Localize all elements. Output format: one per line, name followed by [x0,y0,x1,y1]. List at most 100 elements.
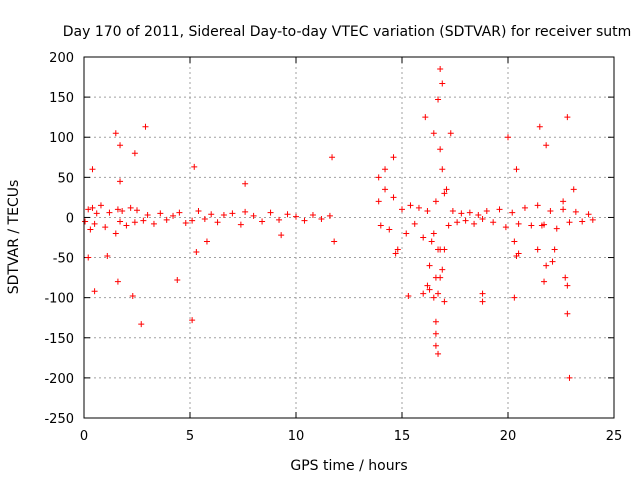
data-point [435,290,442,297]
plot-frame [83,56,615,419]
data-point [543,262,550,269]
data-point [426,262,433,269]
data-point [390,154,397,161]
data-point [534,202,541,209]
data-point [439,166,446,173]
data-point [430,294,437,301]
y-tick-label: -50 [53,252,74,267]
data-point [405,293,412,300]
data-point [536,123,543,130]
data-point [93,210,100,217]
data-point [538,222,545,229]
axis-ticks: 0 5 10 15 20 25 -250 -200 -150 -100 -50 0 50 100 150 20… [44,51,622,444]
data-point [541,278,548,285]
data-point [553,225,560,232]
x-tick-label: 25 [606,429,623,444]
data-point [203,238,210,245]
data-point [439,80,446,87]
data-point [543,142,550,149]
data-point [375,198,382,205]
data-point [174,277,181,284]
data-point [102,224,109,231]
data-point [326,212,333,219]
data-point [97,202,104,209]
data-point [193,248,200,255]
data-point [89,204,96,211]
data-point [513,252,520,259]
y-axis-title: SDTVAR / TECUs [6,180,22,295]
data-point [329,154,336,161]
data-point [131,219,138,226]
y-tick-label: 0 [66,211,74,226]
data-point [237,221,244,228]
data-point [390,194,397,201]
data-point [201,216,208,223]
data-point [428,238,435,245]
data-point [449,208,456,215]
data-point [420,234,427,241]
data-point [104,252,111,259]
data-point [411,220,418,227]
data-point [437,146,444,153]
y-tick-label: -250 [44,412,74,427]
data-point [589,216,596,223]
data-point [426,286,433,293]
data-point [331,238,338,245]
data-point [564,310,571,317]
data-point [564,114,571,121]
data-point [521,204,528,211]
data-point [551,246,558,253]
data-point [82,218,89,225]
data-point [114,206,121,213]
data-point [479,290,486,297]
data-point [278,232,285,239]
data-point [89,166,96,173]
data-point [112,230,119,237]
data-point [479,216,486,223]
data-point [117,178,124,185]
x-tick-label: 15 [394,429,411,444]
data-point [242,180,249,187]
data-point [496,206,503,213]
y-tick-label: 100 [49,131,74,146]
data-point [490,219,497,226]
data-point [441,190,448,197]
y-tick-label: -150 [44,332,74,347]
x-tick-label: 10 [288,429,305,444]
data-point [432,318,439,325]
y-tick-label: 150 [49,91,74,106]
data-point [547,208,554,215]
data-point [471,220,478,227]
data-point [447,130,454,137]
data-point [189,317,196,324]
data-point [435,246,442,253]
data-point [386,226,393,233]
data-points [82,66,596,381]
data-point [392,250,399,257]
data-point [127,204,134,211]
data-point [134,207,140,214]
data-point [276,216,283,223]
data-point [163,216,170,223]
grid [84,57,614,418]
data-point [564,282,571,289]
data-point [432,330,439,337]
data-point [566,219,573,226]
chart-title: Day 170 of 2011, Sidereal Day-to-day VTE… [63,24,632,40]
data-point [513,166,520,173]
data-point [430,230,437,237]
data-point [560,206,567,213]
x-tick-label: 20 [500,429,517,444]
data-point [458,210,465,217]
data-point [214,219,221,226]
data-point [189,217,196,224]
data-point [505,134,511,141]
data-point [114,278,121,285]
data-point [515,220,522,227]
data-point [443,186,450,193]
y-tick-label: -100 [44,292,74,307]
data-point [138,321,145,328]
data-point [570,186,577,193]
data-point [267,209,274,216]
data-point [144,212,151,219]
